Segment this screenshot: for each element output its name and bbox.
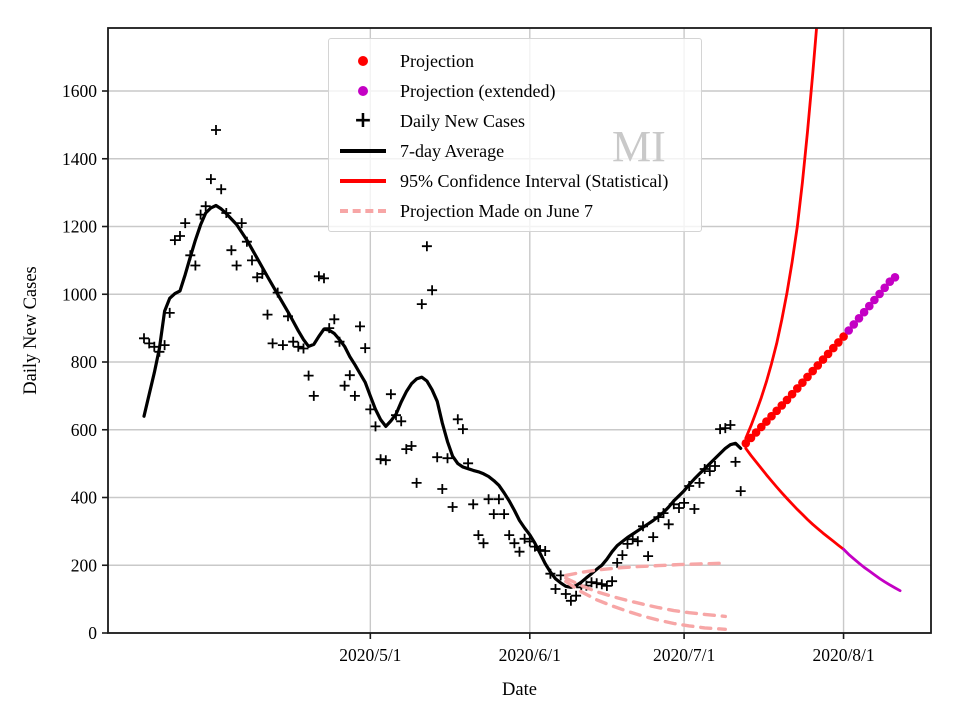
projection-dot	[844, 326, 853, 335]
legend-item: Projection	[334, 46, 688, 76]
projection-dot	[757, 422, 766, 432]
y-tick-label: 1200	[62, 217, 97, 237]
projection-dot	[823, 349, 833, 359]
legend-item: Projection Made on June 7	[334, 196, 688, 226]
series-95-ci-lower-extended-	[842, 547, 902, 593]
legend-dot-icon	[334, 86, 392, 96]
projection-dot	[854, 314, 864, 323]
legend-rows: Projection Projection (extended) + Daily Ne…	[328, 38, 702, 232]
projection-dot	[839, 332, 848, 341]
projection-dot	[787, 389, 797, 399]
projection-dot	[777, 401, 787, 410]
projection-dot	[865, 301, 874, 311]
y-tick-label: 0	[88, 623, 97, 643]
legend-item-label: Projection	[400, 50, 474, 71]
projection-dot	[772, 406, 781, 416]
projection-dot	[890, 273, 900, 282]
x-tick-label: 2020/6/1	[499, 645, 561, 665]
projection-dot	[818, 355, 828, 364]
legend-item-label: Daily New Cases	[400, 110, 525, 131]
y-tick-label: 400	[71, 488, 98, 508]
legend-line-icon	[334, 149, 392, 153]
legend-item: 7-day Average	[334, 136, 688, 166]
x-tick-label: 2020/8/1	[812, 645, 874, 665]
series-projection-made-on-june-7-upper-	[564, 561, 727, 578]
legend-line-icon	[334, 179, 392, 183]
legend-item: Projection (extended)	[334, 76, 688, 106]
legend-item-label: Projection Made on June 7	[400, 200, 593, 221]
projection-dot	[793, 384, 802, 393]
legend-background	[328, 38, 702, 232]
x-axis-label: Date	[502, 680, 537, 700]
series-95-ci-upper	[744, 28, 818, 440]
projection-dot	[859, 307, 869, 317]
legend-item: 95% Confidence Interval (Statistical)	[334, 166, 688, 196]
y-tick-label: 1000	[62, 284, 97, 304]
projection-dot	[741, 439, 751, 448]
projection-dot	[767, 411, 776, 421]
legend-dot-icon	[334, 56, 392, 66]
plot-border	[107, 27, 932, 634]
x-tick-label: 2020/5/1	[339, 645, 401, 665]
y-tick-label: 600	[71, 420, 98, 440]
legend-dashed-line-icon	[334, 209, 392, 213]
projection-dot	[808, 366, 817, 376]
projection-dot	[746, 433, 756, 443]
legend-item-label: 7-day Average	[400, 140, 505, 161]
series-projection-made-on-june-7-lower-	[564, 579, 727, 631]
projection-dot	[803, 372, 812, 382]
projection-dot	[813, 361, 823, 370]
legend: Projection Projection (extended) + Daily Ne…	[328, 38, 702, 232]
x-tick-label: 2020/7/1	[653, 645, 715, 665]
projection-dot	[880, 283, 889, 293]
legend-item-label: Projection (extended)	[400, 80, 556, 101]
series-projection-made-on-june-7-central-	[564, 576, 727, 619]
legend-plus-icon: +	[353, 108, 373, 133]
projection-dot	[798, 378, 807, 388]
legend-item-label: 95% Confidence Interval (Statistical)	[400, 170, 669, 191]
projection-dot	[782, 395, 792, 405]
projection-dot	[762, 417, 771, 426]
projection-dot	[751, 428, 761, 437]
projection-dot	[834, 338, 843, 347]
projection-dot	[849, 320, 859, 329]
y-tick-label: 1600	[62, 81, 97, 101]
y-axis-label: Daily New Cases	[21, 266, 41, 394]
series-95-ci-lower	[744, 446, 845, 551]
projection-dot	[870, 295, 879, 305]
y-tick-label: 800	[71, 352, 98, 372]
y-tick-label: 1400	[62, 149, 97, 169]
projection-dot	[875, 289, 884, 299]
y-tick-label: 200	[71, 555, 98, 575]
projection-dot	[829, 343, 838, 353]
series-7-day-average	[142, 203, 743, 589]
legend-item: + Daily New Cases	[334, 106, 688, 136]
